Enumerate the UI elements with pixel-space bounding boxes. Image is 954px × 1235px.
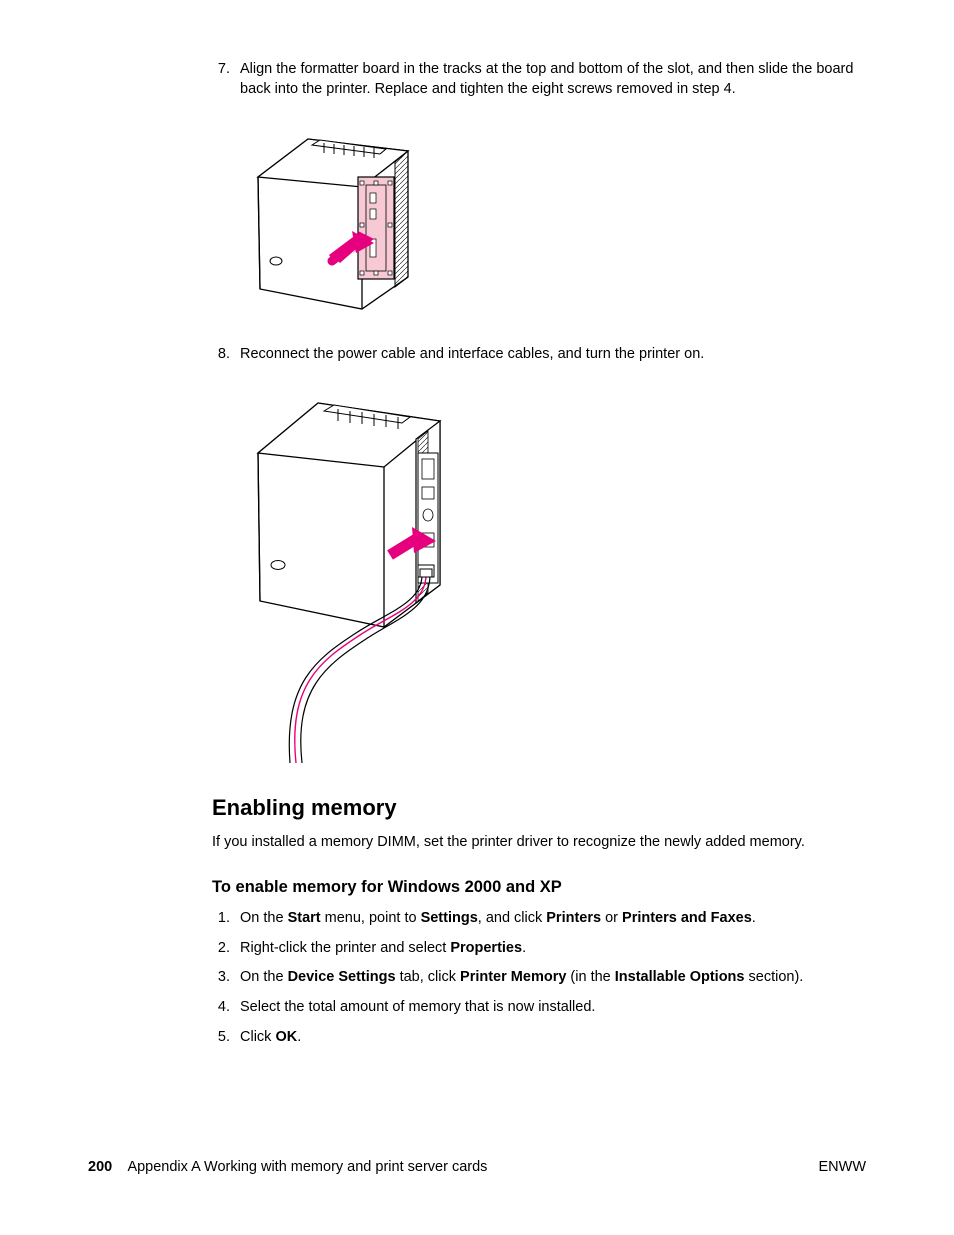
enable-step: 5. Click OK. [212,1028,866,1048]
subsection-heading: To enable memory for Windows 2000 and XP [212,878,866,897]
enable-steps-list: 1. On the Start menu, point to Settings,… [212,909,866,1047]
page-footer: 200 Appendix A Working with memory and p… [88,1159,866,1175]
step-text: Reconnect the power cable and interface … [240,345,866,365]
step-text: Select the total amount of memory that i… [240,998,866,1018]
page-number: 200 [88,1159,112,1175]
step-number: 7. [212,60,240,99]
enable-step: 4. Select the total amount of memory tha… [212,998,866,1018]
step-text: Click OK. [240,1028,866,1048]
footer-right: ENWW [818,1159,866,1175]
enable-step: 1. On the Start menu, point to Settings,… [212,909,866,929]
section-heading: Enabling memory [212,795,866,821]
step-number: 2. [212,939,240,959]
figure-power-cable [240,375,866,765]
step-number: 4. [212,998,240,1018]
figure-formatter-board [240,109,866,327]
step-number: 8. [212,345,240,365]
footer-left: 200 Appendix A Working with memory and p… [88,1159,487,1175]
page-content: 7. Align the formatter board in the trac… [212,60,866,1047]
step-number: 3. [212,968,240,988]
step-text: Align the formatter board in the tracks … [240,60,866,99]
section-intro: If you installed a memory DIMM, set the … [212,833,866,853]
step-number: 5. [212,1028,240,1048]
step-number: 1. [212,909,240,929]
step-item: 7. Align the formatter board in the trac… [212,60,866,99]
step-text: On the Start menu, point to Settings, an… [240,909,866,929]
enable-step: 2. Right-click the printer and select Pr… [212,939,866,959]
enable-step: 3. On the Device Settings tab, click Pri… [212,968,866,988]
footer-appendix: Appendix A Working with memory and print… [127,1159,487,1175]
step-text: On the Device Settings tab, click Printe… [240,968,866,988]
step-item: 8. Reconnect the power cable and interfa… [212,345,866,365]
step-text: Right-click the printer and select Prope… [240,939,866,959]
